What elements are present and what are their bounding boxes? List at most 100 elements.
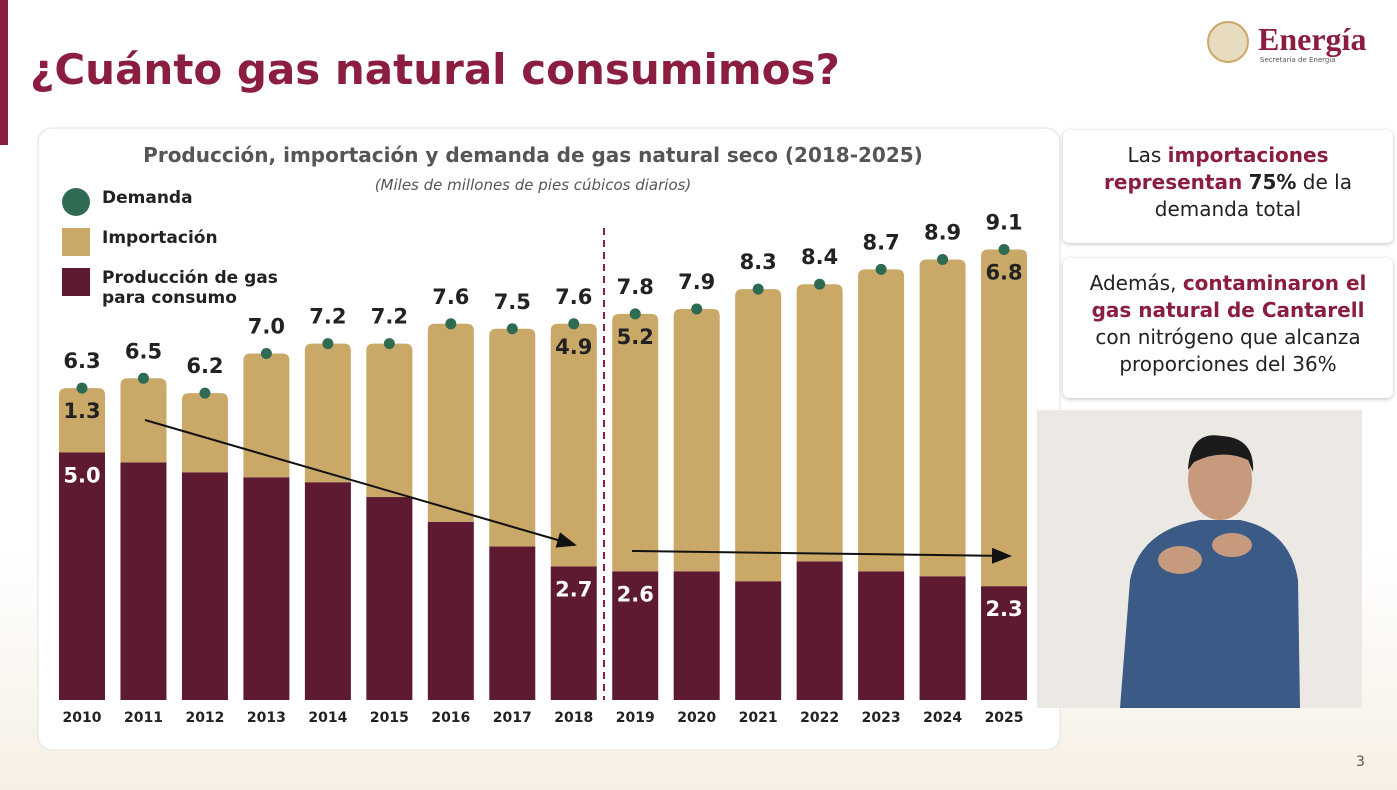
data-label: 7.0 bbox=[248, 315, 285, 339]
demand-dot bbox=[937, 253, 949, 265]
bar-segment bbox=[489, 546, 536, 700]
bar-segment bbox=[919, 259, 966, 577]
bar-segment bbox=[243, 353, 290, 478]
data-label: 2.7 bbox=[555, 577, 592, 601]
legend-swatch bbox=[62, 188, 90, 216]
data-label: 8.4 bbox=[801, 245, 838, 269]
trend-arrow bbox=[631, 547, 1012, 564]
data-label: 8.7 bbox=[863, 230, 900, 254]
bar-segment bbox=[120, 378, 167, 463]
accent-bar bbox=[0, 0, 8, 145]
demand-dot bbox=[506, 323, 518, 335]
chart-subtitle: (Miles de millones de pies cúbicos diari… bbox=[375, 176, 692, 194]
bar-segment bbox=[550, 323, 597, 567]
bar-segment bbox=[796, 284, 843, 562]
bar-segment bbox=[735, 581, 782, 700]
page-number: 3 bbox=[1356, 754, 1365, 770]
data-label: 2.6 bbox=[617, 582, 654, 606]
text: con nitrógeno que alcanza proporciones d… bbox=[1095, 325, 1361, 376]
data-label: 6.8 bbox=[985, 261, 1022, 285]
text: Además, bbox=[1089, 271, 1177, 295]
highlight: contaminaron el gas natural de Cantarell bbox=[1091, 271, 1367, 322]
x-tick-label: 2024 bbox=[923, 710, 962, 726]
callout: Las importaciones representan 75% de la … bbox=[1063, 130, 1393, 243]
demand-dot bbox=[691, 303, 703, 315]
legend-label: Demanda bbox=[102, 188, 193, 208]
bar-segment bbox=[673, 571, 720, 700]
x-tick-label: 2015 bbox=[370, 710, 409, 726]
bar-segment bbox=[243, 477, 290, 700]
bar-segment bbox=[612, 313, 659, 572]
text: Las bbox=[1127, 143, 1162, 167]
x-tick-label: 2016 bbox=[431, 710, 470, 726]
bar-segment bbox=[59, 388, 105, 453]
data-label: 6.5 bbox=[125, 339, 162, 363]
data-label: 5.2 bbox=[617, 325, 654, 349]
data-label: 7.8 bbox=[617, 275, 654, 299]
data-label: 7.6 bbox=[432, 285, 469, 309]
interpreter-video bbox=[1037, 410, 1362, 708]
x-tick-label: 2020 bbox=[677, 710, 716, 726]
data-label: 6.2 bbox=[186, 354, 223, 378]
bar-segment bbox=[59, 452, 105, 700]
bar-segment bbox=[858, 269, 905, 572]
x-tick-label: 2011 bbox=[124, 710, 163, 726]
x-tick-label: 2012 bbox=[185, 710, 224, 726]
legend-label: Producción de gas para consumo bbox=[102, 268, 278, 308]
bar-segment bbox=[858, 571, 905, 700]
data-label: 8.3 bbox=[740, 250, 777, 274]
data-label: 4.9 bbox=[555, 335, 592, 359]
demand-dot bbox=[568, 318, 580, 330]
x-tick-label: 2018 bbox=[554, 710, 593, 726]
data-label: 5.0 bbox=[63, 464, 100, 488]
bar-segment bbox=[919, 576, 966, 700]
bar-segment bbox=[981, 249, 1028, 587]
data-label: 7.6 bbox=[555, 285, 592, 309]
bar-segment bbox=[304, 343, 351, 483]
legend-entry: Importación bbox=[62, 228, 292, 256]
demand-dot bbox=[875, 263, 887, 275]
demand-dot bbox=[137, 372, 149, 384]
logo-emblem bbox=[1207, 21, 1249, 63]
slide-title: ¿Cuánto gas natural consumimos? bbox=[30, 45, 840, 94]
data-label: 7.2 bbox=[371, 305, 408, 329]
trend-arrow bbox=[144, 419, 577, 548]
bar-segment bbox=[120, 462, 167, 700]
x-tick-label: 2023 bbox=[862, 710, 901, 726]
x-tick-label: 2013 bbox=[247, 710, 286, 726]
demand-dot bbox=[76, 382, 88, 394]
bar-segment bbox=[489, 328, 536, 547]
demand-dot bbox=[814, 278, 826, 290]
x-tick-label: 2019 bbox=[616, 710, 655, 726]
legend-label: Importación bbox=[102, 228, 218, 248]
x-tick-label: 2010 bbox=[63, 710, 102, 726]
bar-segment bbox=[550, 566, 597, 700]
legend-entry: Demanda bbox=[62, 188, 292, 216]
bar-segment bbox=[796, 561, 843, 700]
data-label: 7.2 bbox=[309, 305, 346, 329]
demand-dot bbox=[322, 338, 334, 350]
x-tick-label: 2021 bbox=[739, 710, 778, 726]
bar-segment bbox=[181, 393, 228, 473]
highlight: importaciones representan bbox=[1104, 143, 1329, 194]
bar-segment bbox=[366, 343, 413, 498]
bar-segment bbox=[366, 497, 413, 700]
bar-segment bbox=[427, 521, 474, 700]
bar-segment bbox=[304, 482, 351, 700]
x-tick-label: 2025 bbox=[985, 710, 1024, 726]
bar-segment bbox=[612, 571, 659, 700]
legend-swatch bbox=[62, 228, 90, 256]
x-tick-label: 2014 bbox=[308, 710, 347, 726]
callout: Además, contaminaron el gas natural de C… bbox=[1063, 258, 1393, 398]
highlight: 75% bbox=[1248, 170, 1297, 194]
legend: Demanda Importación Producción de gas para… bbox=[62, 188, 292, 320]
data-label: 7.5 bbox=[494, 290, 531, 314]
x-tick-label: 2017 bbox=[493, 710, 532, 726]
demand-dot bbox=[629, 308, 641, 320]
logo-name: Energía bbox=[1258, 21, 1366, 57]
legend-entry: Producción de gas para consumo bbox=[62, 268, 292, 308]
bar-segment bbox=[181, 472, 228, 700]
data-label: 9.1 bbox=[985, 211, 1022, 235]
